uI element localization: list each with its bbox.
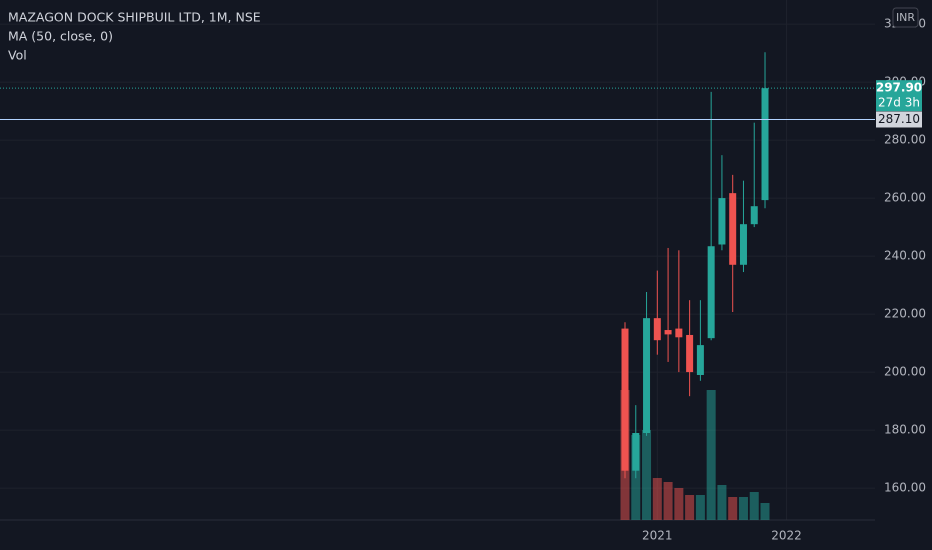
price-line-label: 287.10 bbox=[878, 112, 920, 126]
y-tick-label: 160.00 bbox=[884, 481, 926, 495]
last-price-label: 297.90 bbox=[876, 81, 922, 95]
x-tick-label: 2022 bbox=[771, 529, 802, 543]
price-line-box bbox=[876, 111, 922, 128]
candle-body bbox=[718, 198, 726, 245]
last-price-box bbox=[876, 80, 922, 112]
countdown-label: 27d 3h bbox=[878, 96, 920, 110]
candle-body bbox=[653, 318, 661, 341]
volume-bar bbox=[760, 503, 770, 520]
chart-title: MAZAGON DOCK SHIPBUIL LTD, 1M, NSE bbox=[8, 10, 261, 25]
x-tick-label: 2021 bbox=[642, 529, 673, 543]
currency[interactable]: INR bbox=[896, 11, 915, 24]
candle-body bbox=[686, 334, 694, 373]
indicator-label: MA (50, close, 0) bbox=[8, 29, 113, 44]
volume-bar bbox=[663, 482, 673, 520]
y-tick-label: 220.00 bbox=[884, 307, 926, 321]
volume-bar bbox=[717, 485, 727, 520]
volume-bar bbox=[749, 492, 759, 520]
y-tick-label: 260.00 bbox=[884, 191, 926, 205]
candle-body bbox=[707, 246, 715, 339]
candle-body bbox=[729, 193, 737, 265]
y-tick-label: 280.00 bbox=[884, 133, 926, 147]
y-tick-label: 240.00 bbox=[884, 249, 926, 263]
y-tick-label: 200.00 bbox=[884, 365, 926, 379]
volume-bar bbox=[738, 497, 748, 520]
currency-box[interactable] bbox=[892, 7, 919, 28]
candle-body bbox=[739, 224, 747, 265]
candle-body bbox=[621, 328, 629, 471]
candle-body bbox=[750, 206, 758, 225]
volume-bar bbox=[728, 497, 738, 520]
candle-body bbox=[664, 330, 672, 335]
volume-bar bbox=[695, 495, 705, 520]
volume-bar bbox=[642, 430, 652, 520]
volume-bar bbox=[706, 390, 716, 520]
candle-body bbox=[632, 432, 640, 471]
volume-bar bbox=[674, 488, 684, 520]
volume-bar bbox=[685, 495, 695, 520]
candle-body bbox=[696, 345, 704, 375]
y-tick-label: 180.00 bbox=[884, 423, 926, 437]
candle-body bbox=[761, 88, 769, 201]
volume-bar bbox=[652, 478, 662, 520]
candle-body bbox=[643, 318, 651, 433]
candle-body bbox=[675, 328, 683, 338]
indicator-label: Vol bbox=[8, 48, 27, 63]
